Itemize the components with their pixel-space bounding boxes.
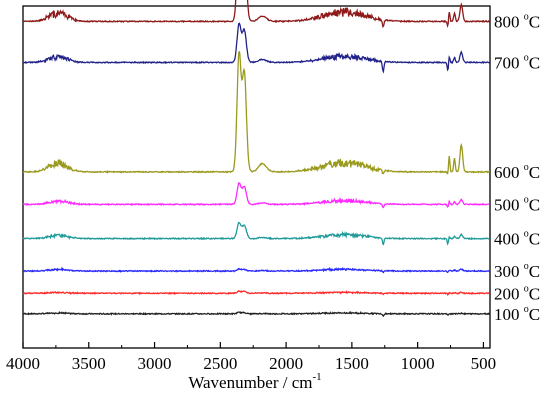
series-line bbox=[22, 182, 490, 209]
series-line bbox=[22, 310, 491, 318]
x-tick-label: 500 bbox=[471, 354, 497, 373]
x-tick-label: 2500 bbox=[203, 354, 237, 373]
x-tick-label: 1500 bbox=[335, 354, 369, 373]
x-tick-label: 1000 bbox=[401, 354, 435, 373]
series-line bbox=[22, 289, 490, 296]
series-label: 800 oC bbox=[494, 11, 540, 31]
series-label: 700 oC bbox=[494, 52, 540, 72]
series-line bbox=[23, 266, 491, 274]
series-label: 100 oC bbox=[494, 304, 540, 324]
series-label: 600 oC bbox=[494, 162, 540, 182]
series-line bbox=[22, 22, 490, 74]
series-label: 500 oC bbox=[494, 194, 540, 214]
series-lines bbox=[22, 0, 491, 318]
series-line bbox=[22, 51, 491, 175]
x-axis-tick-labels: 4000 3500 3000 2500 2000 1500 1000 500 bbox=[6, 354, 496, 373]
x-tick-label: 3500 bbox=[72, 354, 106, 373]
series-line bbox=[22, 221, 491, 246]
series-label: 200 oC bbox=[494, 283, 540, 303]
x-tick-label: 3000 bbox=[138, 354, 172, 373]
x-axis-title: Wavenumber / cm-1 bbox=[188, 371, 321, 392]
x-tick-label: 4000 bbox=[6, 354, 40, 373]
x-tick-label: 2000 bbox=[269, 354, 303, 373]
series-label: 300 oC bbox=[494, 261, 540, 281]
plot-frame bbox=[22, 5, 491, 349]
x-axis-ticks bbox=[22, 342, 485, 348]
series-line bbox=[22, 0, 491, 29]
series-label: 400 oC bbox=[494, 229, 540, 249]
